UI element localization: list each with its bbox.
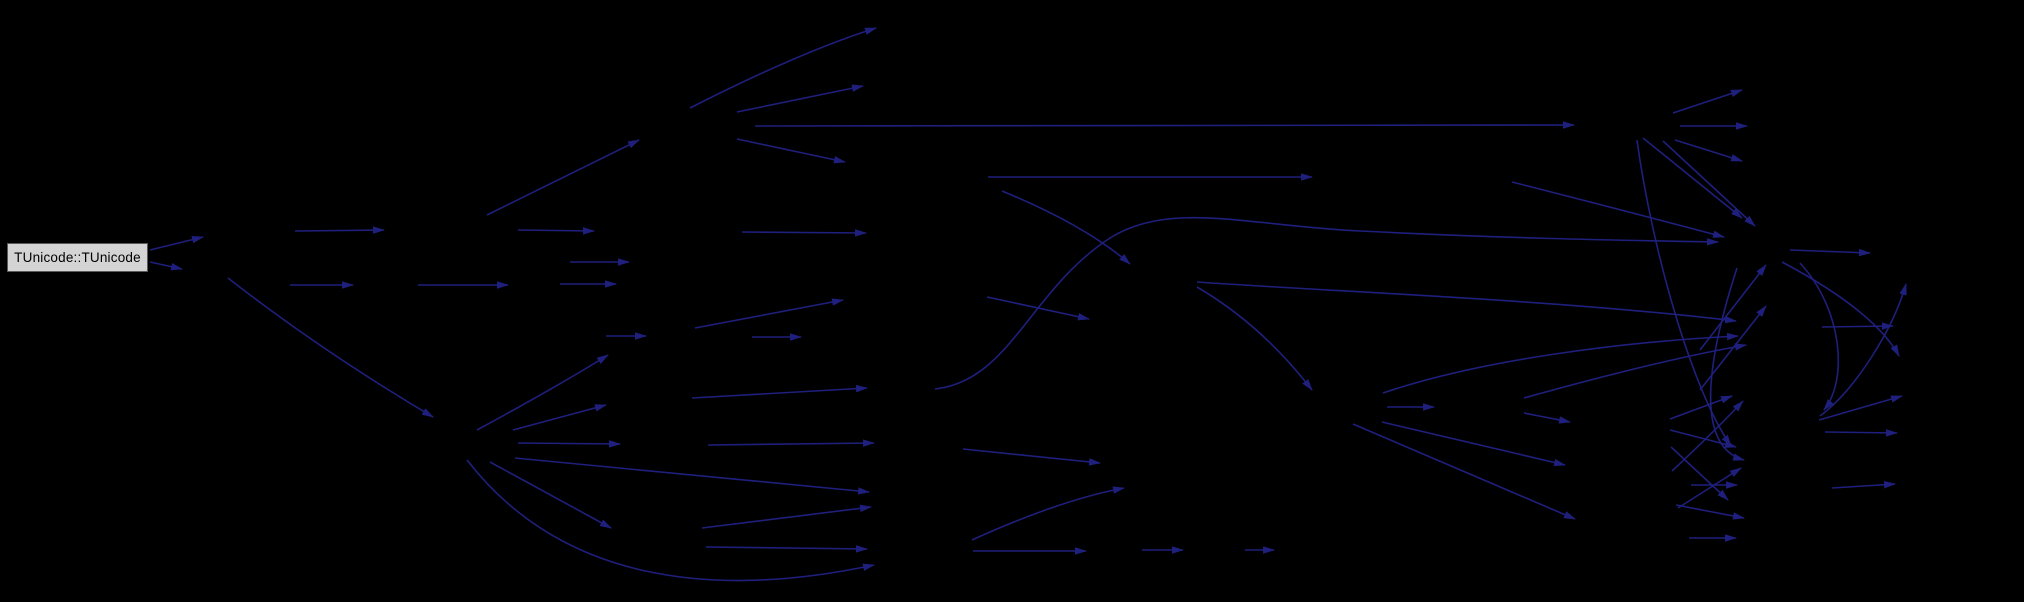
call-edge [1523, 412, 1571, 424]
call-edge [1636, 139, 1732, 447]
call-edge [1669, 395, 1733, 420]
node-label: TUnicode::TUnicode [14, 249, 141, 265]
call-edge [517, 227, 595, 235]
call-edge [1675, 504, 1745, 520]
call-edge [934, 216, 1719, 390]
call-edge [1819, 283, 1907, 417]
call-edge [1196, 286, 1313, 391]
call-edge [1382, 332, 1739, 394]
call-edge [754, 121, 1575, 129]
call-edge [512, 404, 607, 431]
call-edge [736, 84, 864, 113]
call-edge [1196, 281, 1737, 324]
call-edge [1642, 137, 1743, 219]
call-edge [689, 27, 877, 109]
call-edge [986, 296, 1090, 321]
call-edge [736, 138, 846, 164]
call-edge [1671, 400, 1744, 472]
call-edge [701, 504, 872, 529]
call-edge [1672, 89, 1743, 114]
call-edge [705, 545, 868, 553]
call-edge [486, 139, 640, 216]
call-edge [1677, 467, 1742, 509]
call-edge [1523, 343, 1747, 399]
call-edge [476, 354, 609, 431]
call-edge [1799, 262, 1840, 411]
call-edge [1789, 248, 1871, 257]
call-edge [514, 457, 870, 495]
call-edge [149, 261, 183, 271]
call-edge [1001, 190, 1131, 265]
call-edge [1709, 267, 1745, 461]
call-edge [1381, 421, 1566, 467]
call-edge [1674, 139, 1743, 162]
call-edge [1781, 261, 1900, 357]
call-edge [149, 235, 204, 251]
call-edge [294, 226, 385, 234]
call-edge [971, 486, 1125, 541]
call-edge [1831, 480, 1896, 489]
call-edge [694, 298, 844, 329]
call-edge [741, 229, 867, 237]
call-edge [1511, 181, 1725, 238]
call-edge [466, 459, 875, 582]
node-tunicode-tunicode: TUnicode::TUnicode [7, 243, 148, 272]
call-edge [1824, 429, 1898, 437]
call-edge [489, 461, 612, 529]
call-edge [1818, 395, 1903, 421]
call-edge [691, 384, 868, 399]
call-edge [1662, 140, 1756, 227]
call-edge [707, 439, 875, 447]
call-edge [1699, 264, 1767, 351]
call-edge [1352, 423, 1576, 520]
call-edge [517, 440, 621, 448]
call-edge [1821, 322, 1894, 330]
call-edge [962, 448, 1101, 466]
call-edge [1670, 446, 1729, 501]
call-edge [227, 277, 434, 418]
